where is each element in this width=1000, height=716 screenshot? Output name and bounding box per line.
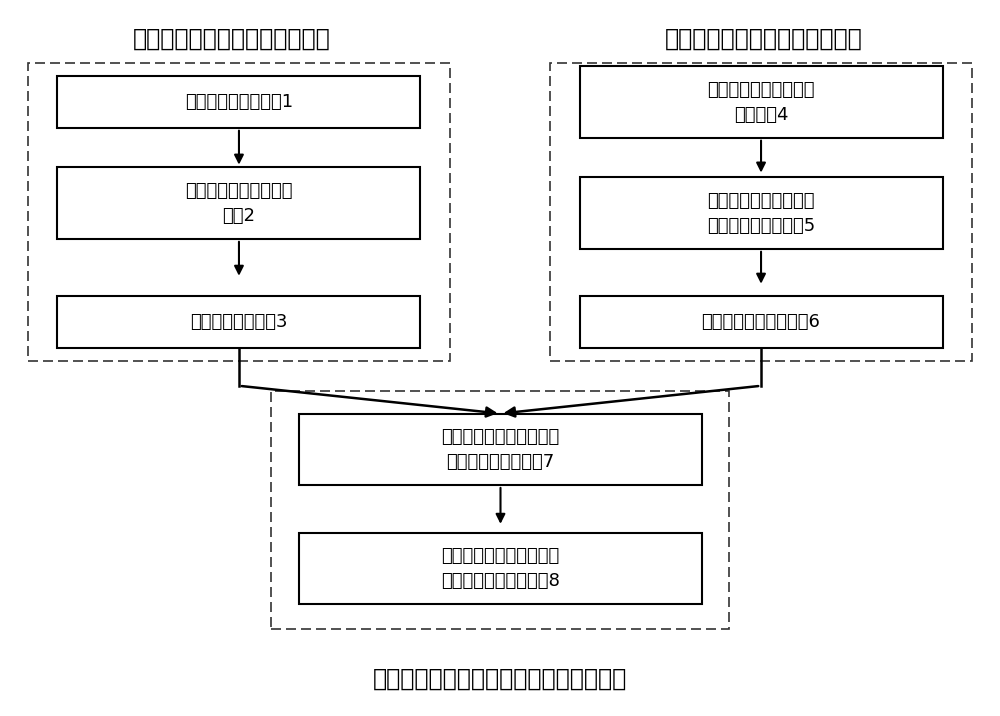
- Bar: [580, 296, 943, 348]
- Bar: [57, 168, 420, 239]
- Bar: [550, 63, 972, 361]
- Bar: [299, 414, 702, 485]
- Bar: [57, 296, 420, 348]
- Bar: [299, 533, 702, 604]
- Text: 解调调制光谱信号3: 解调调制光谱信号3: [190, 314, 288, 332]
- Text: 计算非均匀流场内的气体
温度和吸收分子的分压8: 计算非均匀流场内的气体 温度和吸收分子的分压8: [441, 547, 560, 590]
- Bar: [271, 391, 729, 629]
- Text: 计算谱线积分吸光度的
变化范围4: 计算谱线积分吸光度的 变化范围4: [707, 80, 815, 123]
- Text: 最小二乘拟合谐波信号6: 最小二乘拟合谐波信号6: [702, 314, 820, 332]
- Bar: [580, 178, 943, 249]
- Text: 步骤一：波长调制光谱仿真步骤: 步骤一：波长调制光谱仿真步骤: [133, 26, 330, 51]
- Text: 步骤三：非均匀流场中气体参数计算步骤: 步骤三：非均匀流场中气体参数计算步骤: [373, 667, 627, 690]
- Text: 采集波长调制光谱测量
信号2: 采集波长调制光谱测量 信号2: [185, 182, 293, 225]
- Bar: [580, 67, 943, 137]
- Bar: [28, 63, 450, 361]
- Text: 计算谱线高斯线宽和洛
伦兹线宽的变化范围5: 计算谱线高斯线宽和洛 伦兹线宽的变化范围5: [707, 192, 815, 235]
- Text: 步骤二：波长调制光谱拟合步骤: 步骤二：波长调制光谱拟合步骤: [665, 26, 862, 51]
- Text: 选择合适的吸收谱线1: 选择合适的吸收谱线1: [185, 93, 293, 111]
- Text: 拟合温度范围内谱线的线
强度随的温度的变化7: 拟合温度范围内谱线的线 强度随的温度的变化7: [441, 427, 560, 471]
- Bar: [57, 76, 420, 127]
